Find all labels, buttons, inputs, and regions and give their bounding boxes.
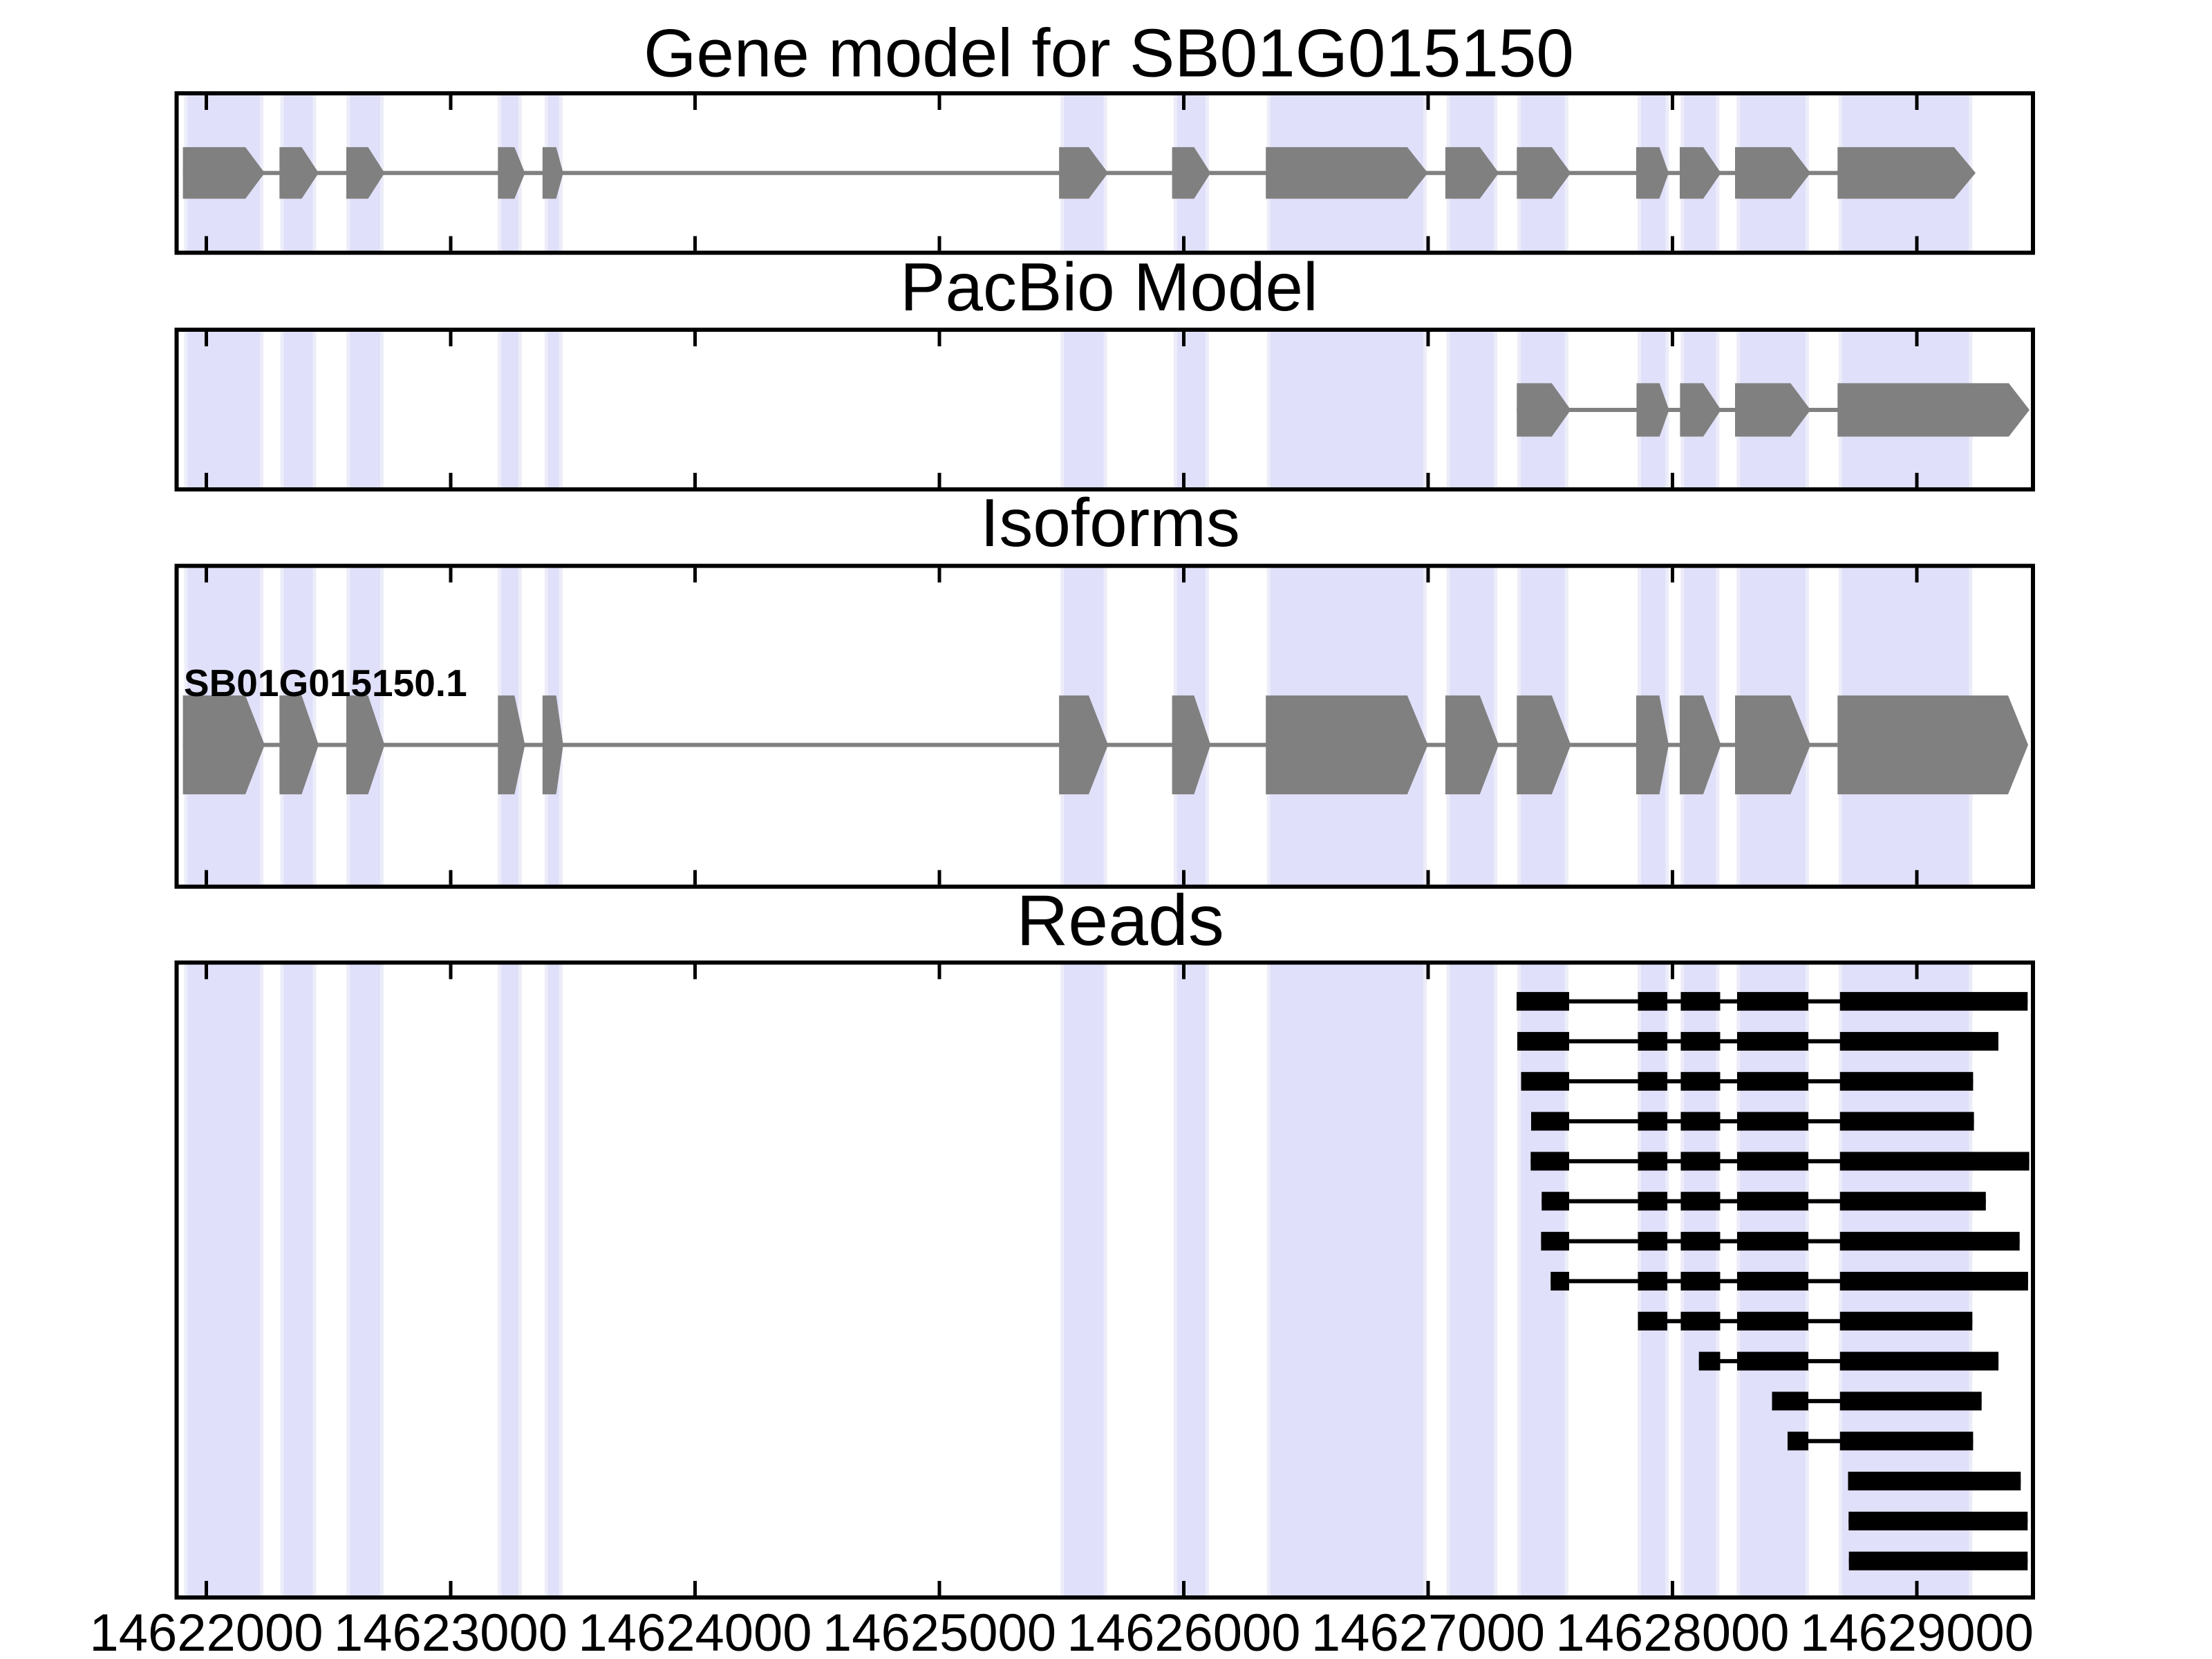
svg-text:14628000: 14628000 bbox=[1555, 1604, 1789, 1659]
svg-text:14624000: 14624000 bbox=[578, 1604, 812, 1659]
svg-text:Reads: Reads bbox=[1016, 881, 1224, 961]
svg-text:14626000: 14626000 bbox=[1067, 1604, 1300, 1659]
svg-text:14622000: 14622000 bbox=[89, 1604, 323, 1659]
svg-text:14623000: 14623000 bbox=[334, 1604, 568, 1659]
svg-text:SB01G015150.1: SB01G015150.1 bbox=[184, 662, 467, 704]
svg-text:Isoforms: Isoforms bbox=[980, 485, 1240, 561]
svg-text:14625000: 14625000 bbox=[823, 1604, 1056, 1659]
svg-text:PacBio Model: PacBio Model bbox=[900, 249, 1318, 325]
svg-text:14629000: 14629000 bbox=[1800, 1604, 2034, 1659]
svg-text:14627000: 14627000 bbox=[1311, 1604, 1545, 1659]
svg-text:Gene model for SB01G015150: Gene model for SB01G015150 bbox=[644, 15, 1574, 91]
